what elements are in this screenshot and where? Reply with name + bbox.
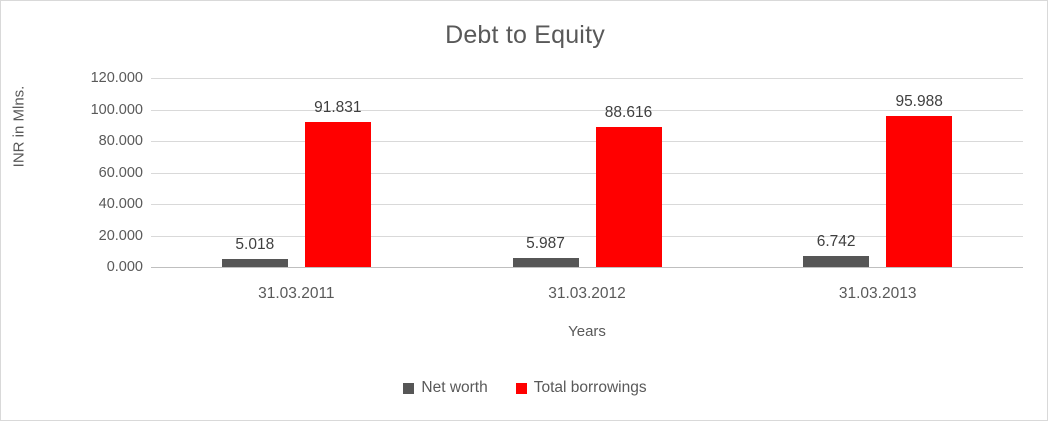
bar-total-borrowings[interactable] — [595, 127, 662, 267]
y-axis-title: INR in Mlns. — [10, 85, 28, 168]
x-axis-category-label: 31.03.2011 — [258, 285, 335, 302]
legend-item-net-worth[interactable]: Net worth — [403, 379, 488, 397]
y-axis-tick-label: 40.000 — [98, 196, 143, 212]
y-axis-tick-label: 20.000 — [98, 227, 143, 244]
plot-area: 5.018 91.831 5.987 88.616 6.742 95.988 — [151, 78, 1023, 268]
chart-title: Debt to Equity — [445, 21, 605, 49]
y-axis-tick-labels: 120.000 100.000 80.000 60.000 40.000 20.000 0.… — [55, 70, 204, 275]
gridline — [151, 172, 1023, 174]
legend-item-total-borrowings[interactable]: Total borrowings — [515, 379, 647, 397]
gridline — [151, 204, 1023, 205]
x-axis-title: Years — [568, 323, 606, 340]
bar-value-label: 6.742 — [816, 233, 856, 251]
bar-value-label: 95.988 — [895, 92, 943, 110]
bar-total-borrowings[interactable] — [304, 122, 371, 267]
y-axis-tick-label: 100.000 — [90, 101, 143, 118]
bar-net-worth[interactable] — [221, 259, 288, 267]
bar-value-label: 5.987 — [526, 234, 565, 252]
gridline — [151, 109, 1023, 111]
y-axis-tick-label: 0.000 — [106, 259, 143, 275]
x-axis-category-label: 31.03.2012 — [548, 285, 626, 302]
x-axis-category-label: 31.03.2013 — [838, 285, 917, 302]
x-axis-line — [151, 267, 1023, 268]
bar-value-label: 5.018 — [235, 236, 275, 254]
legend-swatch-icon — [403, 382, 415, 394]
y-axis-tick-label: 60.000 — [98, 164, 143, 181]
bar-total-borrowings[interactable] — [886, 115, 953, 267]
gridline — [151, 235, 1023, 237]
y-axis-tick-label: 80.000 — [98, 133, 143, 149]
legend-swatch-icon — [515, 382, 527, 394]
y-axis-tick-label: 120.000 — [90, 70, 143, 86]
bar-net-worth[interactable] — [803, 256, 870, 267]
bar-value-label: 91.831 — [314, 99, 362, 117]
chart-legend: Net worth Total borrowings — [1, 379, 1047, 397]
bar-net-worth[interactable] — [512, 257, 579, 267]
gridline — [151, 141, 1023, 142]
legend-label: Total borrowings — [533, 379, 647, 396]
gridline — [151, 78, 1023, 79]
bar-value-label: 88.616 — [604, 104, 653, 122]
legend-label: Net worth — [421, 379, 488, 396]
